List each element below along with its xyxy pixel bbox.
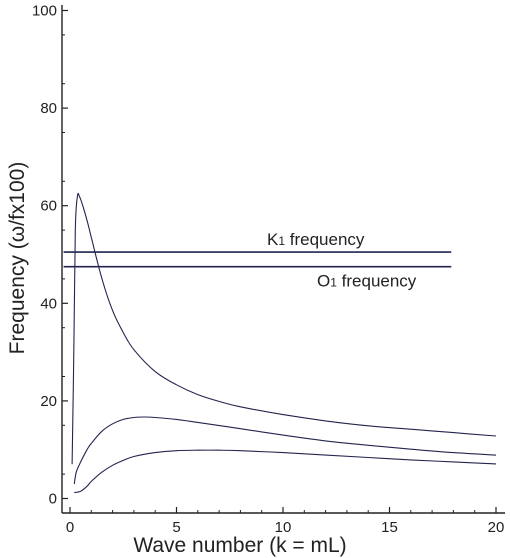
axes-layer xyxy=(61,5,505,514)
ticks-layer xyxy=(62,9,497,513)
series-line-1 xyxy=(71,192,497,465)
x-tick-label: 5 xyxy=(172,519,180,536)
y-tick-label: 20 xyxy=(40,393,57,410)
y-tick-label: 100 xyxy=(32,3,57,20)
lines-layer xyxy=(63,192,497,494)
series-line-3 xyxy=(74,449,497,494)
reference-label-o1: O1 frequency xyxy=(317,272,417,291)
series-line-2 xyxy=(73,416,497,484)
y-tick-label: 0 xyxy=(49,491,57,508)
x-tick-label: 0 xyxy=(66,519,74,536)
labels-layer: 0 20 40 60 80 100 0 5 10 15 20 K1 frequency O1 frequ… xyxy=(32,3,504,537)
y-axis-title: Frequency (ω/fx100) xyxy=(6,162,29,355)
y-tick-label: 80 xyxy=(40,100,57,117)
y-tick-label: 40 xyxy=(40,295,57,312)
x-tick-label: 10 xyxy=(275,519,292,536)
x-axis-title: Wave number (k = mL) xyxy=(133,534,346,557)
y-tick-label: 60 xyxy=(40,198,57,215)
x-tick-label: 20 xyxy=(488,519,505,536)
x-tick-label: 15 xyxy=(381,519,398,536)
reference-label-k1: K1 frequency xyxy=(267,230,365,249)
